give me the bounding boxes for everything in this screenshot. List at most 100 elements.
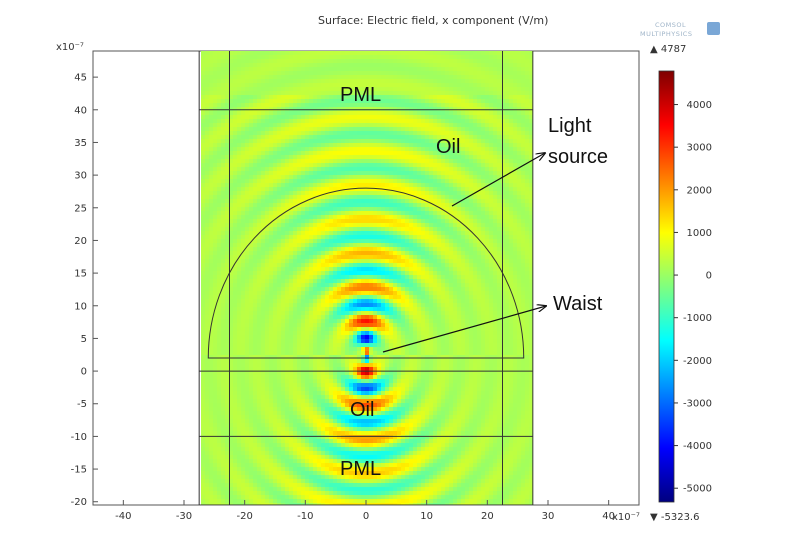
field-cell (249, 143, 253, 147)
field-cell (265, 123, 269, 127)
field-cell (213, 95, 217, 99)
field-cell (241, 287, 245, 291)
field-cell (229, 163, 233, 167)
field-cell (525, 199, 529, 203)
field-cell (353, 243, 357, 247)
field-cell (273, 71, 277, 75)
field-cell (305, 51, 309, 55)
field-cell (357, 199, 361, 203)
field-cell (461, 255, 465, 259)
field-cell (373, 187, 377, 191)
field-cell (341, 227, 345, 231)
field-cell (317, 235, 321, 239)
field-cell (485, 83, 489, 87)
field-cell (217, 287, 221, 291)
field-cell (441, 135, 445, 139)
field-cell (525, 275, 529, 279)
field-cell (485, 223, 489, 227)
field-cell (493, 199, 497, 203)
field-cell (365, 195, 369, 199)
field-cell (209, 279, 213, 283)
field-cell (309, 119, 313, 123)
field-cell (257, 103, 261, 107)
field-cell (229, 251, 233, 255)
field-cell (353, 195, 357, 199)
field-cell (205, 131, 209, 135)
field-cell (521, 255, 525, 259)
field-cell (361, 243, 365, 247)
field-cell (261, 255, 265, 259)
field-cell (205, 135, 209, 139)
field-cell (517, 115, 521, 119)
field-cell (201, 223, 205, 227)
field-cell (489, 135, 493, 139)
field-cell (313, 239, 317, 243)
field-cell (301, 71, 305, 75)
field-cell (433, 235, 437, 239)
field-cell (289, 263, 293, 267)
field-cell (309, 219, 313, 223)
field-cell (297, 287, 301, 291)
field-cell (289, 99, 293, 103)
field-cell (221, 115, 225, 119)
field-cell (221, 75, 225, 79)
field-cell (441, 275, 445, 279)
field-cell (209, 167, 213, 171)
field-cell (513, 75, 517, 79)
field-cell (297, 131, 301, 135)
field-cell (237, 111, 241, 115)
field-cell (473, 219, 477, 223)
field-cell (249, 51, 253, 55)
field-cell (361, 227, 365, 231)
field-cell (313, 91, 317, 95)
field-cell (353, 175, 357, 179)
field-cell (469, 163, 473, 167)
field-cell (329, 135, 333, 139)
field-cell (369, 95, 373, 99)
field-cell (465, 283, 469, 287)
field-cell (517, 275, 521, 279)
field-cell (481, 275, 485, 279)
field-cell (237, 91, 241, 95)
field-cell (225, 83, 229, 87)
field-cell (437, 211, 441, 215)
field-cell (409, 239, 413, 243)
field-cell (265, 263, 269, 267)
field-cell (309, 147, 313, 151)
field-cell (313, 59, 317, 63)
field-cell (473, 179, 477, 183)
field-cell (301, 151, 305, 155)
field-cell (261, 135, 265, 139)
field-cell (369, 167, 373, 171)
field-cell (377, 91, 381, 95)
field-cell (369, 75, 373, 79)
field-cell (461, 123, 465, 127)
field-cell (449, 271, 453, 275)
field-cell (213, 275, 217, 279)
field-cell (293, 255, 297, 259)
field-cell (381, 199, 385, 203)
field-cell (281, 219, 285, 223)
field-cell (325, 107, 329, 111)
field-cell (421, 183, 425, 187)
field-cell (249, 211, 253, 215)
field-cell (429, 147, 433, 151)
field-cell (201, 191, 205, 195)
field-cell (245, 267, 249, 271)
field-cell (433, 263, 437, 267)
field-cell (393, 271, 397, 275)
field-cell (457, 131, 461, 135)
field-cell (313, 255, 317, 259)
field-cell (461, 159, 465, 163)
field-cell (421, 235, 425, 239)
field-cell (309, 127, 313, 131)
field-cell (365, 171, 369, 175)
field-cell (273, 199, 277, 203)
field-cell (525, 115, 529, 119)
field-cell (277, 187, 281, 191)
field-cell (285, 147, 289, 151)
field-cell (201, 239, 205, 243)
field-cell (221, 167, 225, 171)
field-cell (465, 199, 469, 203)
field-cell (353, 115, 357, 119)
